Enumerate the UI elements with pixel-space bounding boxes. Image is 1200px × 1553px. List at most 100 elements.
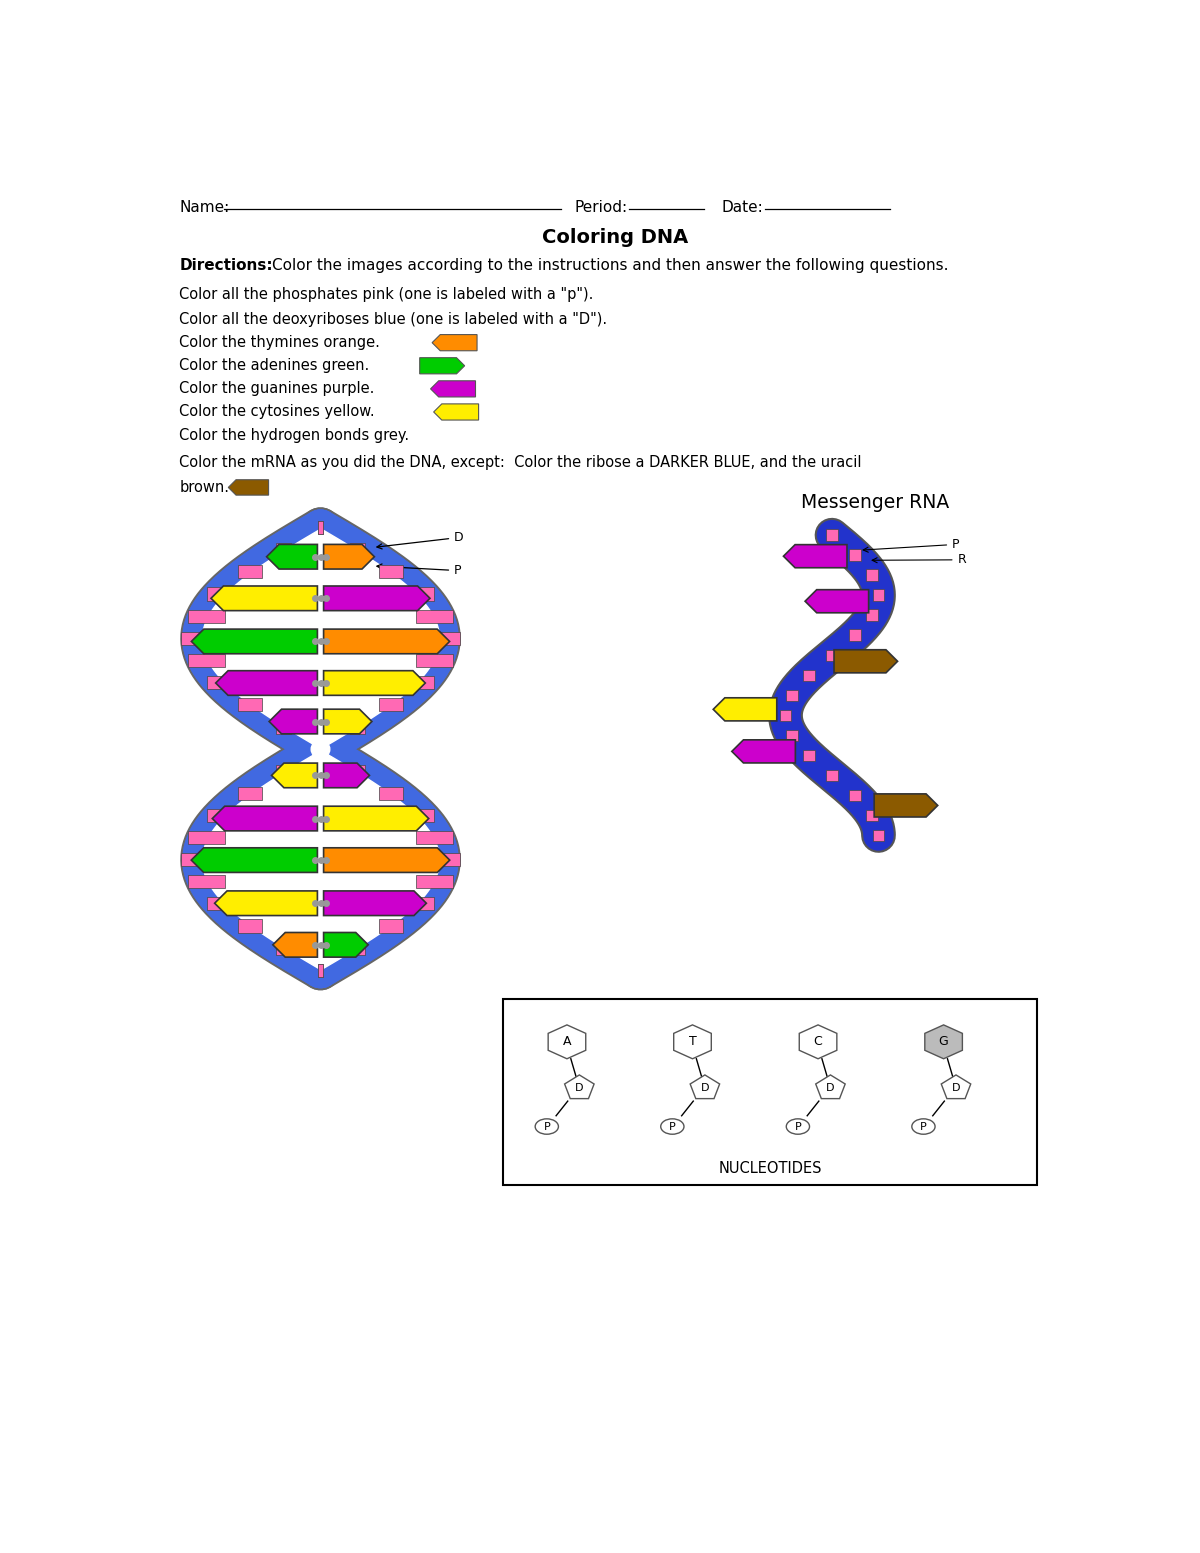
Polygon shape [834,649,898,672]
Text: D: D [575,1082,583,1093]
Polygon shape [805,590,869,613]
Bar [402,676,433,690]
Text: C: C [814,1036,822,1048]
Bar [803,669,815,682]
Bar [208,676,239,690]
Bar [208,898,239,910]
Bar [866,609,878,621]
Text: T: T [689,1036,696,1048]
Polygon shape [324,671,425,696]
Bar [402,809,433,822]
Polygon shape [324,545,374,568]
Bar [208,587,239,601]
Polygon shape [941,1075,971,1098]
Bar [208,809,239,822]
Polygon shape [324,848,450,873]
Ellipse shape [786,1118,810,1134]
Polygon shape [420,357,464,374]
Bar [238,919,262,932]
Polygon shape [925,1025,962,1059]
Polygon shape [324,585,430,610]
Text: NUCLEOTIDES: NUCLEOTIDES [719,1160,822,1176]
Text: Date:: Date: [722,200,763,216]
Bar [866,809,878,822]
Bar [318,964,323,977]
Polygon shape [874,794,937,817]
Text: Color all the deoxyriboses blue (one is labeled with a "D").: Color all the deoxyriboses blue (one is … [180,312,607,328]
Polygon shape [673,1025,712,1059]
Bar [181,853,220,867]
Text: D: D [952,1082,960,1093]
Bar [421,853,460,867]
Polygon shape [324,710,372,735]
Bar [276,941,290,955]
Polygon shape [216,671,317,696]
Bar [188,610,224,623]
Bar [379,787,403,800]
Text: Color the guanines purple.: Color the guanines purple. [180,382,374,396]
Bar [276,764,290,778]
Bar [318,520,323,534]
Bar [379,919,403,932]
Bar [826,530,838,540]
Bar [872,829,884,842]
Bar [188,654,224,668]
Polygon shape [690,1075,720,1098]
Bar [276,721,290,733]
Bar [850,550,862,561]
Polygon shape [266,545,317,568]
Bar [872,590,884,601]
Bar [780,710,791,721]
Bar [416,831,454,845]
Text: P: P [544,1121,550,1132]
Text: Color the mRNA as you did the DNA, except:  Color the ribose a DARKER BLUE, and : Color the mRNA as you did the DNA, excep… [180,455,862,469]
Text: Period:: Period: [575,200,628,216]
Bar [318,742,323,756]
Bar [786,690,798,700]
Bar [350,544,365,556]
Bar [416,654,454,668]
Bar [350,764,365,778]
Polygon shape [228,480,269,495]
Bar [850,789,862,801]
Polygon shape [548,1025,586,1059]
Circle shape [311,739,330,758]
Text: Color the thymines orange.: Color the thymines orange. [180,335,380,349]
Text: P: P [863,537,960,553]
Bar [318,520,323,534]
Polygon shape [269,710,317,735]
Text: A: A [563,1036,571,1048]
Bar [238,699,262,711]
Ellipse shape [535,1118,558,1134]
Polygon shape [784,545,847,568]
Text: Directions:: Directions: [180,258,274,273]
Bar [276,544,290,556]
Polygon shape [215,891,317,916]
Text: D: D [826,1082,835,1093]
Bar [238,787,262,800]
Polygon shape [713,697,776,721]
Text: Color the images according to the instructions and then answer the following que: Color the images according to the instru… [271,258,948,273]
Bar [188,831,224,845]
Bar [318,742,323,756]
Bar [416,610,454,623]
Bar [826,770,838,781]
Polygon shape [212,806,317,831]
Polygon shape [816,1075,845,1098]
Polygon shape [431,380,475,398]
Polygon shape [799,1025,836,1059]
Text: Color the cytosines yellow.: Color the cytosines yellow. [180,404,376,419]
Text: Color the hydrogen bonds grey.: Color the hydrogen bonds grey. [180,427,409,443]
Polygon shape [191,848,317,873]
Text: D: D [701,1082,709,1093]
Bar [402,587,433,601]
Polygon shape [272,932,317,957]
Bar [402,898,433,910]
Bar [503,999,1037,1185]
Bar [866,570,878,581]
Text: D: D [377,531,463,548]
Ellipse shape [661,1118,684,1134]
Bar [238,565,262,578]
Text: R: R [872,553,966,567]
Bar [350,721,365,733]
